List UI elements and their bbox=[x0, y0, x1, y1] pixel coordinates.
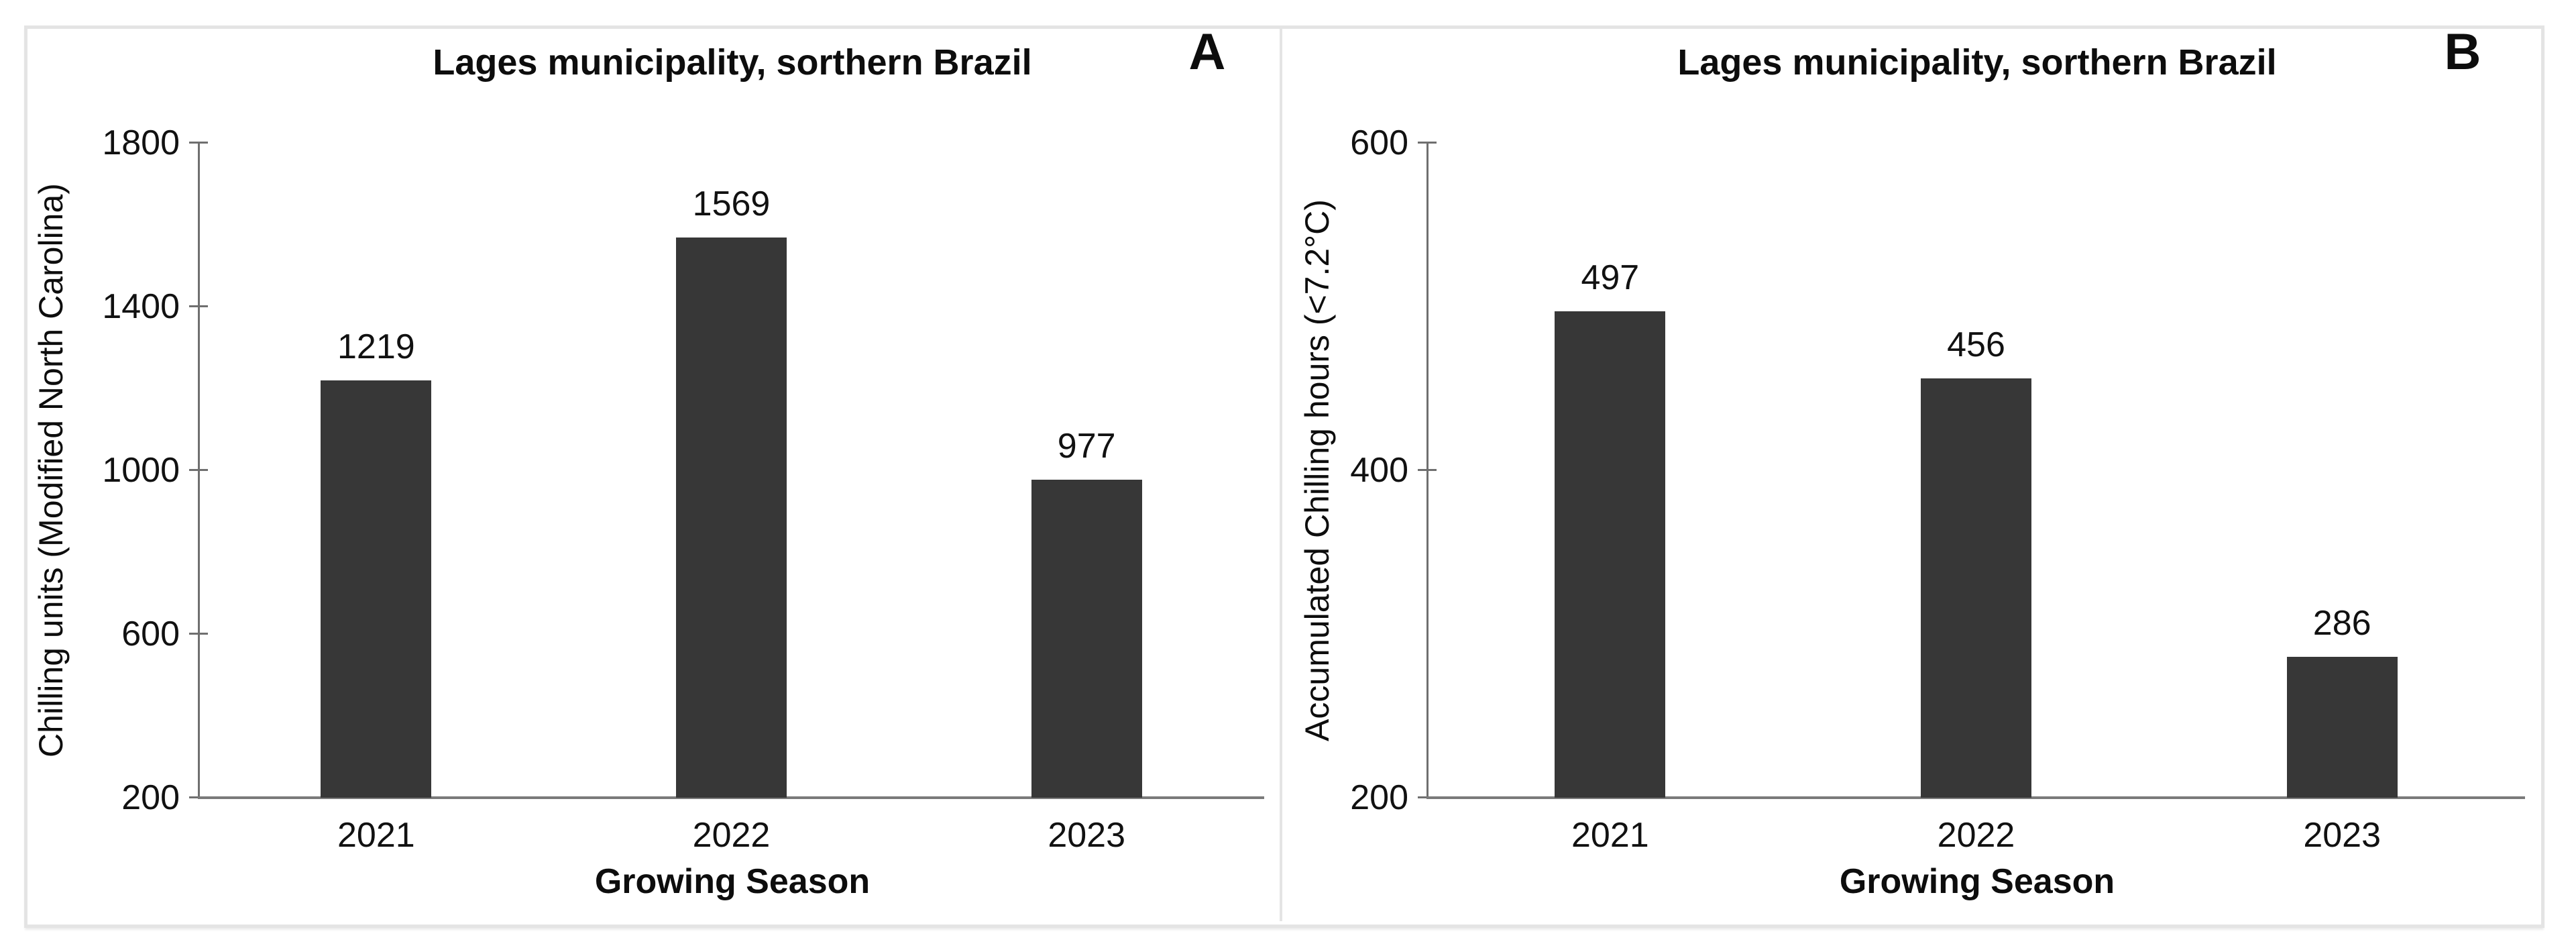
panel-label-b: B bbox=[2444, 23, 2481, 81]
y-tick-label: 1400 bbox=[102, 287, 180, 326]
chart-title-a: Lages municipality, sorthern Brazil bbox=[433, 42, 1032, 83]
y-tick-label: 1800 bbox=[102, 123, 180, 162]
figure-frame bbox=[24, 25, 2544, 928]
x-tick-label: 2022 bbox=[1937, 816, 2015, 855]
x-axis-line bbox=[198, 796, 1264, 799]
y-tick-label: 400 bbox=[1350, 451, 1408, 490]
x-axis-title-a: Growing Season bbox=[594, 862, 871, 901]
bar bbox=[321, 380, 432, 798]
bar bbox=[1921, 378, 2031, 798]
bar-value-label: 456 bbox=[1947, 325, 2005, 365]
y-tick-label: 200 bbox=[1350, 778, 1408, 817]
panel-divider bbox=[1280, 29, 1282, 921]
y-tick-label: 600 bbox=[121, 615, 180, 653]
y-tick bbox=[1418, 469, 1437, 471]
bar-value-label: 1219 bbox=[337, 327, 415, 367]
bar bbox=[676, 237, 787, 798]
y-tick bbox=[189, 305, 208, 307]
panel-label-a: A bbox=[1188, 23, 1226, 81]
bar bbox=[1555, 311, 1666, 798]
y-tick-label: 600 bbox=[1350, 123, 1408, 162]
x-axis-title-b: Growing Season bbox=[1839, 862, 2115, 901]
x-tick-label: 2021 bbox=[337, 816, 415, 855]
x-tick-label: 2023 bbox=[2303, 816, 2381, 855]
y-tick bbox=[189, 142, 208, 144]
bar-value-label: 1569 bbox=[692, 184, 771, 223]
y-tick bbox=[1418, 142, 1437, 144]
x-tick-label: 2021 bbox=[1571, 816, 1649, 855]
y-tick-label: 1000 bbox=[102, 451, 180, 490]
chart-title-b: Lages municipality, sorthern Brazil bbox=[1677, 42, 2277, 83]
bar-value-label: 286 bbox=[2312, 604, 2371, 643]
x-tick-label: 2022 bbox=[692, 816, 771, 855]
y-tick bbox=[189, 469, 208, 471]
bar-value-label: 977 bbox=[1057, 427, 1116, 466]
x-tick-label: 2023 bbox=[1048, 816, 1125, 855]
y-tick-label: 200 bbox=[121, 778, 180, 817]
bar bbox=[1031, 480, 1142, 798]
bar bbox=[2286, 657, 2398, 798]
y-tick bbox=[189, 633, 208, 635]
x-axis-line bbox=[1426, 796, 2525, 799]
bar-value-label: 497 bbox=[1581, 258, 1640, 298]
